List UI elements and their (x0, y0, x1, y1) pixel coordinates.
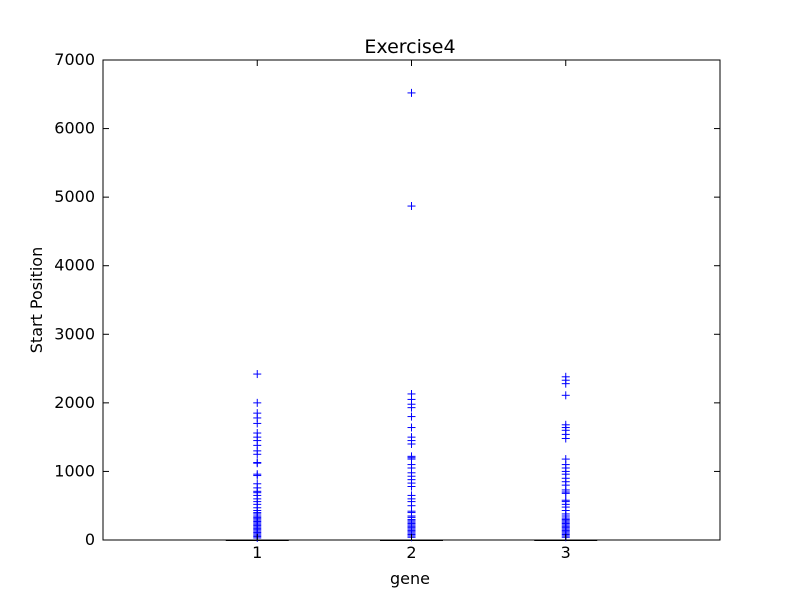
x-tick-label: 2 (406, 543, 416, 562)
chart-title: Exercise4 (364, 36, 455, 58)
y-tick-label: 4000 (54, 256, 95, 275)
outlier-point (407, 403, 416, 412)
y-tick-label: 3000 (54, 324, 95, 343)
outlier-point (561, 489, 570, 498)
marks-layer (225, 88, 598, 542)
x-tick-label: 3 (561, 543, 571, 562)
x-axis-label: gene (390, 569, 430, 588)
outlier-point (407, 482, 416, 491)
y-tick-label: 6000 (54, 119, 95, 138)
y-tick-label: 7000 (54, 50, 95, 69)
outlier-point (253, 419, 262, 428)
x-tick-label: 1 (252, 543, 262, 562)
outlier-point (253, 450, 262, 459)
outlier-point (253, 370, 262, 379)
y-tick-label: 2000 (54, 393, 95, 412)
outlier-point (253, 459, 262, 468)
outlier-point (407, 440, 416, 448)
y-tick-label: 0 (85, 530, 95, 549)
outlier-point (407, 423, 416, 432)
y-tick-label: 1000 (54, 461, 95, 480)
outlier-point (561, 391, 570, 400)
outlier-point (253, 398, 262, 407)
outlier-point (407, 202, 416, 211)
outlier-point (407, 412, 416, 421)
y-axis-label: Start Position (27, 247, 46, 353)
y-axis: 0 1000 2000 3000 4000 5000 6000 7000 (54, 50, 720, 549)
outlier-point (407, 88, 416, 97)
outlier-point (561, 379, 570, 388)
outlier-point (253, 471, 262, 480)
x-axis: 1 2 3 (252, 60, 571, 562)
y-tick-label: 5000 (54, 187, 95, 206)
outlier-point (561, 434, 570, 443)
